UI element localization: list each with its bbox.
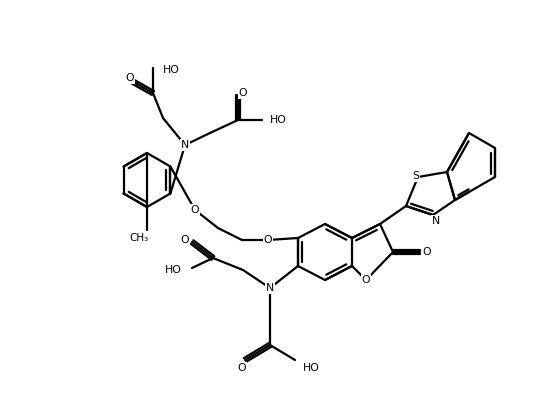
- Text: O: O: [362, 275, 370, 285]
- Text: O: O: [191, 205, 199, 215]
- Text: HO: HO: [270, 115, 287, 125]
- Text: CH₃: CH₃: [129, 233, 149, 243]
- Text: S: S: [413, 171, 420, 181]
- Text: N: N: [266, 283, 274, 293]
- Text: O: O: [264, 235, 272, 245]
- Text: HO: HO: [163, 65, 180, 75]
- Text: N: N: [432, 216, 440, 226]
- Text: N: N: [181, 140, 189, 150]
- Text: O: O: [239, 88, 247, 98]
- Text: HO: HO: [303, 363, 320, 373]
- Text: O: O: [181, 235, 189, 245]
- Text: O: O: [126, 73, 134, 83]
- Text: O: O: [238, 363, 246, 373]
- Text: HO: HO: [165, 265, 182, 275]
- Text: O: O: [423, 247, 431, 257]
